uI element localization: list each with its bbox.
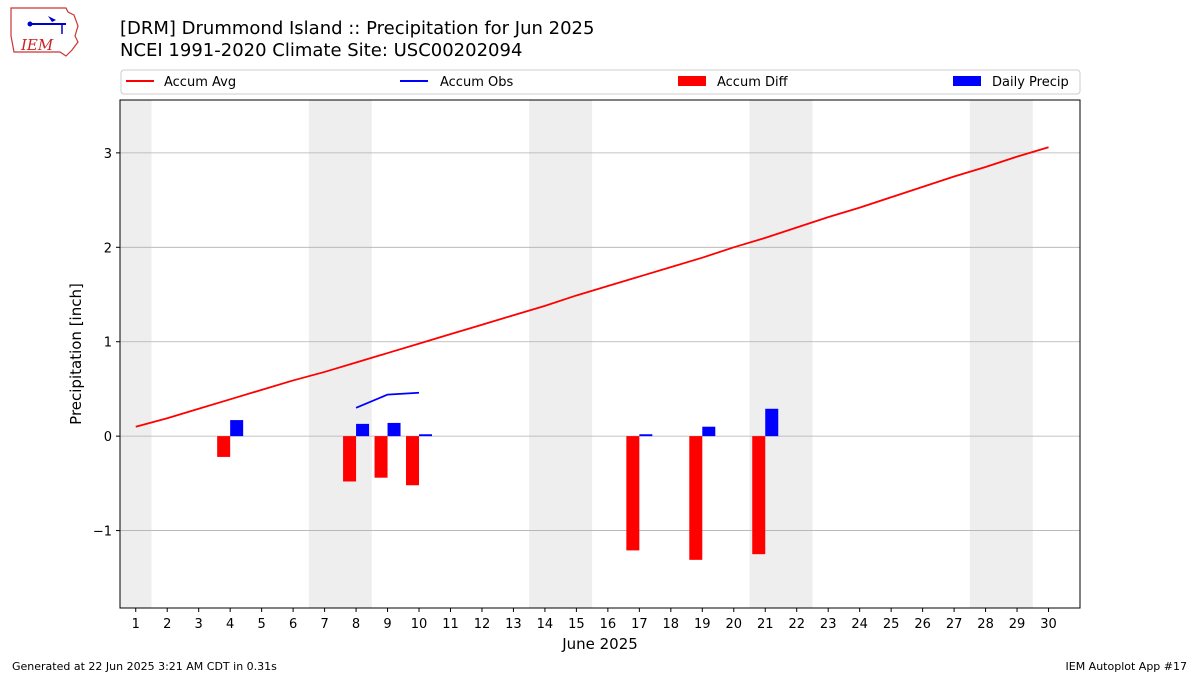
x-tick-label-29: 29 <box>1009 617 1026 632</box>
legend-box <box>120 69 1081 95</box>
x-tick-label-23: 23 <box>820 617 837 632</box>
y-tick-label-0: 0 <box>104 430 112 445</box>
x-tick-label-26: 26 <box>914 617 931 632</box>
daily-precip-bar-day-4 <box>230 420 244 437</box>
weekend-band-2 <box>529 100 593 608</box>
x-tick-label-11: 11 <box>442 617 459 632</box>
legend-swatch-accum-diff <box>678 76 706 86</box>
weekend-band-0 <box>120 100 152 608</box>
legend-label-daily-precip: Daily Precip <box>992 75 1069 90</box>
x-tick-label-20: 20 <box>725 617 742 632</box>
y-tick-label-1: 1 <box>104 336 112 351</box>
accum-avg-line <box>135 146 1049 428</box>
x-tick-label-3: 3 <box>195 617 203 632</box>
x-tick-label-24: 24 <box>851 617 868 632</box>
weekend-band-4 <box>969 100 1033 608</box>
x-tick-label-5: 5 <box>257 617 265 632</box>
accum-diff-bar-day-19 <box>689 436 703 560</box>
x-tick-label-14: 14 <box>537 617 554 632</box>
x-tick-label-9: 9 <box>383 617 391 632</box>
daily-precip-bar-day-17 <box>639 434 653 437</box>
x-tick-label-30: 30 <box>1040 617 1057 632</box>
x-tick-label-12: 12 <box>474 617 491 632</box>
accum-diff-bar-day-8 <box>343 436 357 482</box>
chart-title-line2: NCEI 1991-2020 Climate Site: USC00202094 <box>120 40 523 61</box>
y-axis-label: Precipitation [inch] <box>67 283 85 425</box>
iowa-outline-icon <box>10 7 79 57</box>
weekend-band-3 <box>749 100 813 608</box>
legend-label-accum-diff: Accum Diff <box>717 75 789 90</box>
x-tick-label-13: 13 <box>505 617 522 632</box>
daily-precip-bar-day-21 <box>765 408 779 437</box>
x-tick-label-28: 28 <box>977 617 994 632</box>
accum-diff-bar-day-17 <box>626 436 640 551</box>
x-tick-label-17: 17 <box>631 617 648 632</box>
x-tick-label-16: 16 <box>600 617 617 632</box>
x-tick-label-27: 27 <box>946 617 963 632</box>
iem-logo: IEM <box>10 7 79 57</box>
chart-title-line1: [DRM] Drummond Island :: Precipitation f… <box>120 18 595 39</box>
daily-precip-bar-day-10 <box>419 434 433 437</box>
accum-diff-bar-day-4 <box>217 436 231 457</box>
x-tick-label-2: 2 <box>163 617 171 632</box>
x-tick-label-25: 25 <box>883 617 900 632</box>
x-tick-label-4: 4 <box>226 617 234 632</box>
weekend-band-1 <box>308 100 372 608</box>
x-tick-label-19: 19 <box>694 617 711 632</box>
x-tick-label-1: 1 <box>132 617 140 632</box>
generated-footer: Generated at 22 Jun 2025 3:21 AM CDT in … <box>12 660 277 673</box>
x-tick-label-21: 21 <box>757 617 774 632</box>
x-tick-label-15: 15 <box>568 617 585 632</box>
x-tick-label-8: 8 <box>352 617 360 632</box>
legend-label-accum-obs: Accum Obs <box>440 75 513 90</box>
x-tick-label-7: 7 <box>320 617 328 632</box>
accum-diff-bar-day-9 <box>374 436 388 478</box>
y-tick-label-2: 2 <box>104 241 112 256</box>
daily-precip-bar-day-9 <box>387 422 401 437</box>
legend-swatch-daily-precip <box>953 76 981 86</box>
accum-obs-line <box>355 391 420 409</box>
accum-diff-bar-day-21 <box>752 436 766 555</box>
x-tick-label-18: 18 <box>663 617 680 632</box>
daily-precip-bar-day-8 <box>356 423 370 437</box>
logo-text: IEM <box>20 36 54 54</box>
x-tick-label-6: 6 <box>289 617 297 632</box>
y-tick-label--1: −1 <box>93 525 112 540</box>
y-tick-label-3: 3 <box>104 147 112 162</box>
legend-label-accum-avg: Accum Avg <box>164 75 236 90</box>
plot-frame <box>119 99 1081 609</box>
daily-precip-bar-day-19 <box>702 426 716 437</box>
x-tick-label-10: 10 <box>411 617 428 632</box>
x-tick-label-22: 22 <box>788 617 805 632</box>
app-footer: IEM Autoplot App #17 <box>1065 660 1188 673</box>
x-axis-label: June 2025 <box>561 635 638 653</box>
accum-diff-bar-day-10 <box>406 436 420 486</box>
